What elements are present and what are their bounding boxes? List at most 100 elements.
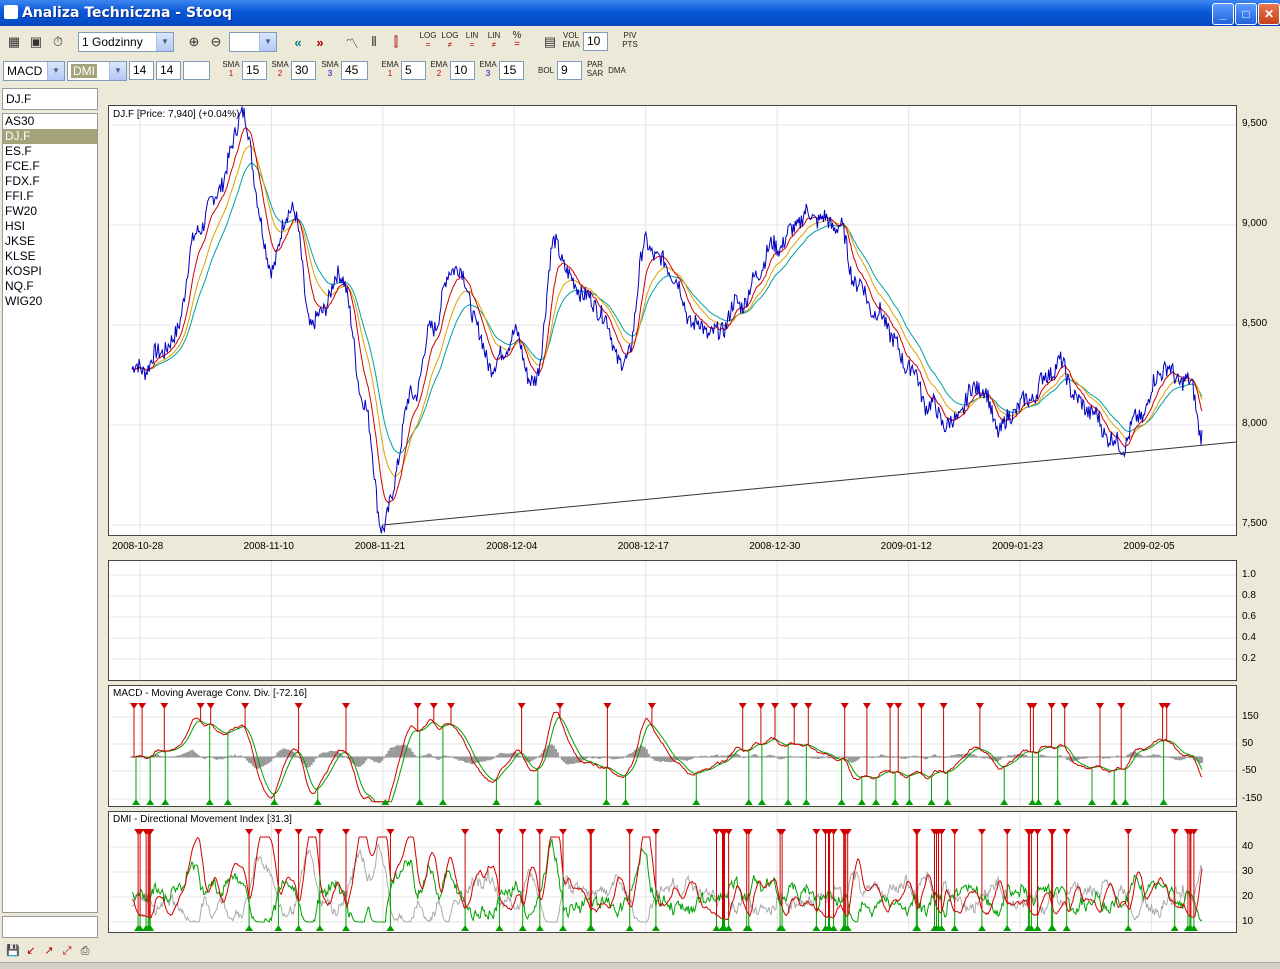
sell-marker bbox=[556, 703, 564, 709]
buy-marker bbox=[837, 799, 846, 805]
sar-label: SAR bbox=[586, 69, 604, 78]
buy-marker bbox=[535, 925, 544, 931]
lin-eq-label: LIN bbox=[465, 31, 479, 40]
symbol-item[interactable]: NQ.F bbox=[5, 279, 34, 293]
vol-ema-input[interactable]: 10 bbox=[583, 32, 608, 51]
ema1-input[interactable]: 5 bbox=[401, 61, 426, 80]
sell-marker bbox=[559, 829, 567, 835]
export-icon[interactable]: ↙ bbox=[26, 945, 36, 957]
timer-icon[interactable]: ⏱ bbox=[52, 34, 64, 49]
param3-input[interactable] bbox=[183, 61, 210, 80]
adx-line bbox=[131, 836, 1203, 921]
sma2-label: SMA bbox=[271, 60, 289, 69]
sell-marker bbox=[647, 703, 656, 709]
lin-neq-button[interactable]: LIN ≠ bbox=[484, 31, 504, 49]
ema3-button[interactable]: EMA 3 bbox=[478, 60, 498, 78]
sma2-button[interactable]: SMA 2 bbox=[270, 60, 290, 78]
sma3-input[interactable]: 45 bbox=[341, 61, 368, 80]
symbol-item[interactable]: HSI bbox=[5, 219, 26, 233]
line-chart-icon[interactable]: 〽 bbox=[345, 35, 359, 51]
share-icon[interactable]: ↗ bbox=[44, 945, 54, 957]
sma1-button[interactable]: SMA 1 bbox=[221, 60, 241, 78]
maximize-button[interactable]: □ bbox=[1235, 3, 1257, 25]
close-button[interactable]: ✕ bbox=[1258, 3, 1280, 25]
scroll-right-icon[interactable]: » bbox=[316, 34, 324, 50]
sma1-input[interactable]: 15 bbox=[242, 61, 267, 80]
sma3-index: 3 bbox=[327, 69, 333, 78]
minimize-button[interactable]: _ bbox=[1212, 3, 1234, 25]
expand-icon[interactable]: ⤢ bbox=[62, 945, 72, 957]
log-neq-sub: ≠ bbox=[447, 40, 453, 49]
sma3-label: SMA bbox=[321, 60, 339, 69]
zoom-out-icon[interactable]: ⊖ bbox=[210, 34, 222, 49]
pts-label: PTS bbox=[622, 40, 638, 49]
save-icon[interactable]: 💾 bbox=[6, 945, 20, 957]
ema2-button[interactable]: EMA 2 bbox=[429, 60, 449, 78]
vol-ema-button[interactable]: VOL EMA bbox=[561, 31, 581, 49]
bol-input[interactable]: 9 bbox=[557, 61, 582, 80]
window-layout-icon[interactable]: ▣ bbox=[29, 34, 43, 49]
bol-button[interactable]: BOL bbox=[536, 66, 556, 75]
buy-marker bbox=[712, 925, 721, 931]
zoom-select[interactable]: ▼ bbox=[229, 32, 277, 52]
price-panel[interactable] bbox=[108, 105, 1237, 536]
symbol-item[interactable]: KLSE bbox=[5, 249, 36, 263]
sell-marker bbox=[625, 829, 634, 835]
chart-settings-icon[interactable]: ▦ bbox=[7, 34, 21, 49]
sell-marker bbox=[812, 829, 821, 835]
sell-marker bbox=[1033, 829, 1042, 835]
y-tick-label: 7,500 bbox=[1242, 518, 1268, 529]
interval-select[interactable]: 1 Godzinny ▼ bbox=[78, 32, 174, 52]
indicator2-select[interactable]: DMI ▼ bbox=[67, 61, 127, 81]
ema3-input[interactable]: 15 bbox=[499, 61, 524, 80]
y-tick-label: 0.4 bbox=[1242, 632, 1256, 643]
symbol-item[interactable]: AS30 bbox=[5, 114, 35, 128]
symbol-item[interactable]: JKSE bbox=[5, 234, 36, 248]
buy-marker bbox=[1121, 799, 1130, 805]
sell-marker bbox=[461, 829, 470, 835]
volume-chart-icon[interactable]: ▤ bbox=[543, 34, 557, 49]
buy-marker bbox=[1034, 799, 1043, 805]
buy-marker bbox=[559, 925, 567, 931]
symbol-item[interactable]: FDX.F bbox=[5, 174, 40, 188]
symbol-item[interactable]: ES.F bbox=[5, 144, 32, 158]
scroll-left-icon[interactable]: « bbox=[294, 34, 302, 50]
sell-marker bbox=[1096, 703, 1104, 709]
sma3-button[interactable]: SMA 3 bbox=[320, 60, 340, 78]
ema1-index: 1 bbox=[387, 69, 393, 78]
percent-button[interactable]: % = bbox=[508, 31, 526, 50]
x-tick-label: 2008-10-28 bbox=[112, 541, 164, 552]
sell-marker bbox=[245, 829, 254, 835]
buy-marker bbox=[533, 799, 542, 805]
symbol-item[interactable]: DJ.F bbox=[3, 129, 97, 144]
y-tick-label: 8,000 bbox=[1242, 418, 1268, 429]
par-sar-button[interactable]: PAR SAR bbox=[585, 60, 605, 78]
current-symbol-field[interactable]: DJ.F bbox=[2, 88, 98, 110]
ema2-input[interactable]: 10 bbox=[450, 61, 475, 80]
param2-input[interactable]: 14 bbox=[156, 61, 181, 80]
sma2-input[interactable]: 30 bbox=[291, 61, 316, 80]
buy-marker bbox=[313, 799, 322, 805]
param1-input[interactable]: 14 bbox=[129, 61, 154, 80]
zoom-in-icon[interactable]: ⊕ bbox=[188, 34, 200, 49]
lin-eq-button[interactable]: LIN = bbox=[462, 31, 482, 49]
symbol-list[interactable]: AS30 DJ.F ES.F FCE.F FDX.F FFI.F FW20 HSI JKSE KL… bbox=[2, 113, 98, 913]
buy-marker bbox=[132, 799, 140, 805]
symbol-item[interactable]: WIG20 bbox=[5, 294, 43, 308]
bar-chart-icon[interactable]: ⫴ bbox=[371, 34, 377, 49]
candle-chart-icon[interactable]: ⫿ bbox=[393, 34, 399, 49]
symbol-item[interactable]: FW20 bbox=[5, 204, 38, 218]
piv-pts-button[interactable]: PIV PTS bbox=[620, 31, 640, 49]
buy-marker bbox=[891, 799, 900, 805]
dma-button[interactable]: DMA bbox=[607, 66, 627, 75]
log-neq-button[interactable]: LOG ≠ bbox=[440, 31, 460, 49]
symbol-item[interactable]: KOSPI bbox=[5, 264, 42, 278]
indicator1-select[interactable]: MACD ▼ bbox=[3, 61, 65, 81]
volume-panel[interactable] bbox=[108, 560, 1237, 681]
buy-marker bbox=[495, 925, 504, 931]
symbol-item[interactable]: FFI.F bbox=[5, 189, 34, 203]
ema1-button[interactable]: EMA 1 bbox=[380, 60, 400, 78]
log-eq-button[interactable]: LOG = bbox=[418, 31, 438, 49]
print-icon[interactable]: ⎙ bbox=[80, 945, 90, 957]
symbol-item[interactable]: FCE.F bbox=[5, 159, 40, 173]
